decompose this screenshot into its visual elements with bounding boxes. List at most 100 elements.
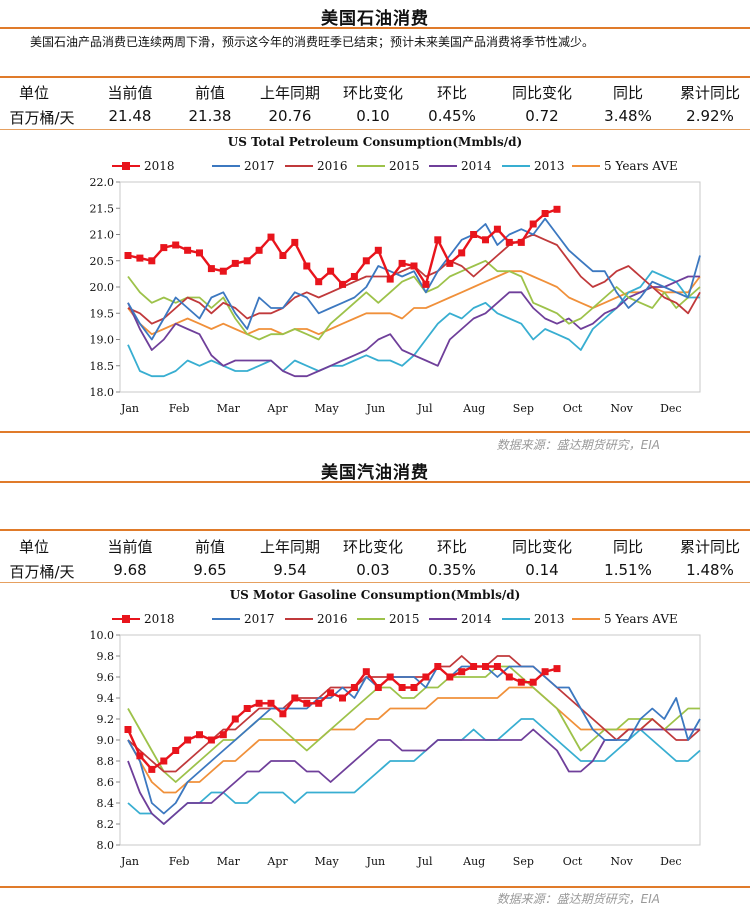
legend-item-2016: 2016 [285,159,348,173]
point-2018 [529,220,537,228]
point-2018 [541,210,549,217]
y-tick-label: 21.0 [90,229,115,242]
point-2018 [493,663,501,670]
legend-label: 2014 [461,159,492,173]
series-line-2014 [127,275,700,378]
point-2018 [493,225,501,233]
col-header: 同比变化 [511,84,572,102]
legend-label: 2013 [534,612,565,626]
y-tick-label: 9.8 [97,650,115,663]
point-2018 [148,765,156,773]
col-header: 累计同比 [679,538,740,556]
col-header: 单位 [18,84,49,102]
col-header: 上年同期 [259,84,320,102]
legend-label: 5 Years AVE [604,159,678,173]
point-2018 [184,736,192,744]
point-2018 [291,238,299,246]
table-top-rule [0,76,750,78]
y-tick-label: 9.2 [97,713,115,726]
col-header: 环比 [436,538,467,556]
y-tick-label: 8.6 [97,776,115,789]
legend-item-2013: 2013 [502,612,565,626]
chart-bottom-rule [0,886,750,888]
point-2018 [386,275,394,283]
point-2018 [291,694,299,702]
point-2018 [553,665,561,673]
legend-item-2018: 2018 [112,612,175,626]
value-cell: 9.54 [273,561,307,579]
legend-item-2017: 2017 [212,159,275,173]
point-2018 [374,684,382,691]
point-2018 [196,731,203,739]
legend-marker [122,162,130,170]
legend-item-2017: 2017 [212,612,275,626]
col-header: 当前值 [107,84,153,102]
value-cell: 1.51% [604,561,652,579]
value-cell: 9.65 [193,561,227,579]
value-cell: 20.76 [268,107,312,125]
value-cell: 0.45% [428,107,476,125]
x-tick-label: Sep [513,402,534,415]
chart-title: US Total Petroleum Consumption(Mmbls/d) [228,135,522,149]
point-2018 [362,668,370,676]
point-2018 [315,699,323,707]
x-tick-label: Jan [120,402,139,415]
x-tick-label: May [315,855,340,868]
point-2018 [517,238,525,246]
point-2018 [505,673,513,681]
x-tick-label: Mar [217,855,241,868]
y-tick-label: 21.5 [90,202,115,215]
value-cell: 0.72 [525,107,559,125]
point-2018 [303,262,311,270]
legend-item-5-years-ave: 5 Years AVE [572,159,678,173]
legend-item-2014: 2014 [429,159,492,173]
col-header: 累计同比 [679,84,740,102]
point-2018 [339,280,346,288]
y-tick-label: 8.2 [97,818,115,831]
point-2018 [350,273,358,280]
point-2018 [350,684,358,691]
legend-item-2014: 2014 [429,612,492,626]
point-2018 [339,694,346,702]
y-tick-label: 22.0 [90,176,115,189]
point-2018 [434,236,442,244]
legend-label: 2017 [244,612,275,626]
y-tick-label: 10.0 [90,629,115,642]
value-cell: 9.68 [113,561,147,579]
section-title-gasoline: 美国汽油消费 [321,463,429,483]
unit-cell: 百万桶/天 [9,109,75,127]
y-tick-label: 9.0 [97,734,115,747]
point-2018 [410,262,418,270]
table-top-rule [0,529,750,531]
legend-item-2015: 2015 [357,612,420,626]
point-2018 [470,231,478,238]
legend-label: 2014 [461,612,492,626]
point-2018 [362,257,370,265]
point-2018 [243,257,251,265]
series-line-2017 [127,665,701,815]
point-2018 [482,663,489,670]
table-header-row-1: 单位 当前值 前值 上年同期 环比变化 环比 同比变化 同比 累计同比 [0,82,750,102]
col-header: 当前值 [107,538,153,556]
legend-label: 2017 [244,159,275,173]
value-cell: 3.48% [604,107,652,125]
x-tick-label: Jul [416,402,432,415]
col-header: 单位 [18,538,49,556]
x-tick-label: Nov [610,402,633,415]
point-2018 [148,257,156,265]
y-tick-label: 18.0 [90,386,115,399]
legend-item-2016: 2016 [285,612,348,626]
source-note: 数据来源：盛达期货研究，EIA [496,438,660,452]
point-2018 [160,757,168,765]
point-2018 [136,254,144,262]
value-cell: 2.92% [686,107,734,125]
table-value-row-2: 百万桶/天 9.68 9.65 9.54 0.03 0.35% 0.14 1.5… [0,561,750,581]
point-2018 [446,259,454,267]
value-cell: 0.03 [356,561,390,579]
col-header: 前值 [194,538,225,556]
point-2018 [172,747,180,754]
legend-label: 2018 [144,612,175,626]
x-tick-label: Nov [610,855,633,868]
x-tick-label: Jan [120,855,139,868]
x-tick-label: Oct [563,402,583,415]
